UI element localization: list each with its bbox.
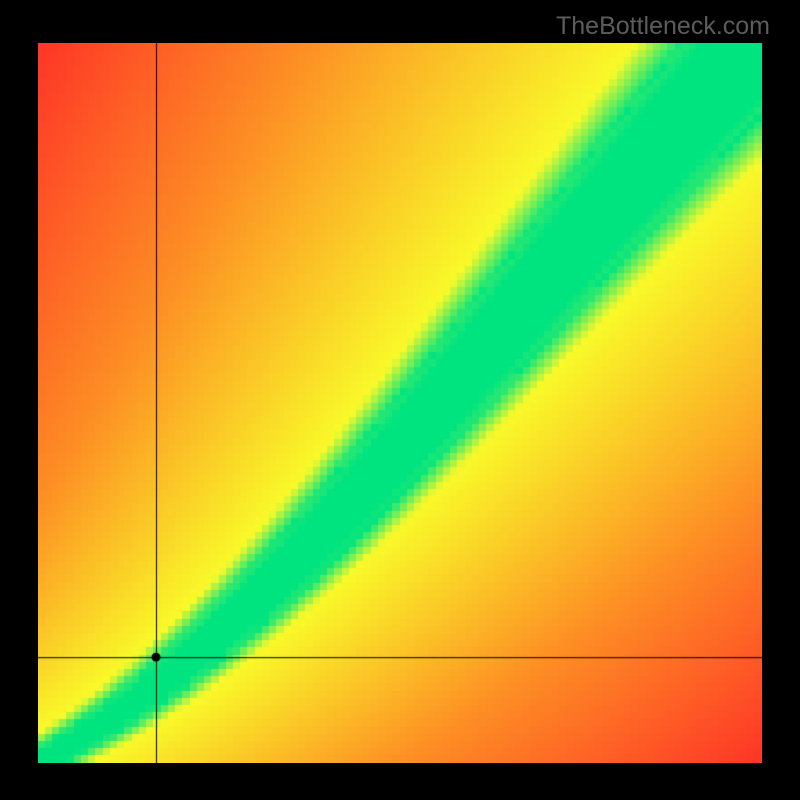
heatmap-plot: [38, 43, 762, 763]
watermark-text: TheBottleneck.com: [556, 12, 770, 41]
heatmap-canvas: [38, 43, 762, 763]
